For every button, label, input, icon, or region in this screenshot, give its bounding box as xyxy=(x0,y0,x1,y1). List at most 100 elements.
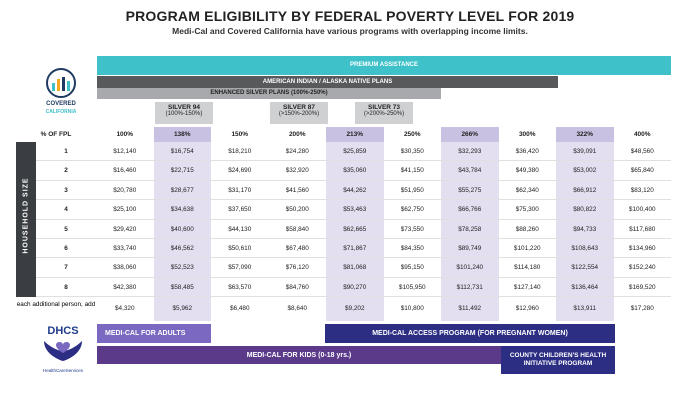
table-cell: $18,210 xyxy=(211,142,269,162)
col-header: 266% xyxy=(441,127,499,142)
silver-87-box: SILVER 87 (>150%-200%) xyxy=(270,102,328,124)
household-size-cell: 5 xyxy=(36,220,96,239)
table-cell: $53,002 xyxy=(556,161,614,181)
table-cell: $39,091 xyxy=(556,142,614,162)
table-cell: $84,760 xyxy=(268,278,326,298)
col-header: 300% xyxy=(518,131,536,138)
premium-assistance-band: PREMIUM ASSISTANCE xyxy=(97,56,671,75)
table-cell: $57,090 xyxy=(211,258,269,278)
table-cell: $31,170 xyxy=(211,181,269,201)
table-cell: $12,140 xyxy=(96,142,154,162)
additional-cell: $11,492 xyxy=(441,297,499,321)
table-cell: $95,150 xyxy=(383,258,441,278)
table-cell: $25,100 xyxy=(96,200,154,220)
table-row: 2 $16,460 $22,715 $24,690 $32,920 $35,060 $41,… xyxy=(36,161,671,181)
table-cell: $46,562 xyxy=(153,239,211,259)
table-cell: $25,859 xyxy=(326,142,384,162)
table-cell: $41,150 xyxy=(383,161,441,181)
page-subtitle: Medi-Cal and Covered California have var… xyxy=(172,26,528,36)
logo-circle-icon xyxy=(46,68,76,98)
dhcs-tagline: HealthCareServices xyxy=(42,368,84,373)
logo-word-covered: COVERED xyxy=(46,101,76,107)
table-cell: $136,464 xyxy=(556,277,614,298)
table-cell: $80,822 xyxy=(556,200,614,220)
table-cell: $40,600 xyxy=(153,219,211,239)
table-cell: $94,733 xyxy=(556,219,614,239)
silver-73-range: (>200%-250%) xyxy=(363,111,405,117)
table-cell: $105,950 xyxy=(383,278,441,298)
table-cell: $89,749 xyxy=(441,239,499,259)
dhcs-logo: DHCS HealthCareServices xyxy=(38,325,88,375)
table-cell: $35,060 xyxy=(326,161,384,181)
table-cell: $33,740 xyxy=(96,239,154,259)
table-cell: $16,460 xyxy=(96,161,154,181)
table-cell: $101,240 xyxy=(441,258,499,278)
covered-california-logo: COVERED CALIFORNIA xyxy=(38,68,84,124)
silver-87-name: SILVER 87 xyxy=(282,104,316,111)
table-cell: $76,120 xyxy=(268,258,326,278)
table-row: 6 $33,740 $46,562 $50,610 $67,480 $71,867 $84,… xyxy=(36,239,671,259)
table-cell: $127,140 xyxy=(498,278,556,298)
col-header: 150% xyxy=(231,131,249,138)
silver-73-name: SILVER 73 xyxy=(367,104,401,111)
silver-73-box: SILVER 73 (>200%-250%) xyxy=(355,102,413,124)
table-cell: $101,220 xyxy=(498,239,556,259)
additional-cell: $4,320 xyxy=(114,305,135,312)
table-cell: $52,523 xyxy=(153,258,211,278)
table-cell: $114,180 xyxy=(498,258,556,278)
table-cell: $55,275 xyxy=(441,180,499,201)
household-size-cell: 4 xyxy=(36,200,96,220)
silver-87-range: (>150%-200%) xyxy=(278,111,320,117)
table-cell: $62,340 xyxy=(498,181,556,201)
dhcs-name: DHCS xyxy=(47,325,79,337)
table-cell: $108,643 xyxy=(556,239,614,259)
table-cell: $42,380 xyxy=(96,278,154,298)
col-header: 322% xyxy=(556,127,614,142)
table-cell: $75,300 xyxy=(498,200,556,220)
additional-cell: $9,202 xyxy=(326,297,384,321)
silver-94-range: (100%-150%) xyxy=(165,111,203,117)
household-size-cell: 6 xyxy=(36,239,96,259)
table-cell: $63,570 xyxy=(211,278,269,298)
table-cell: $90,270 xyxy=(326,277,384,298)
enhanced-silver-band: ENHANCED SILVER PLANS (100%-250%) xyxy=(97,88,441,99)
table-cell: $22,715 xyxy=(153,161,211,181)
table-cell: $66,912 xyxy=(556,180,614,201)
additional-cell: $13,911 xyxy=(556,297,614,321)
table-cell: $32,920 xyxy=(268,161,326,181)
logo-bars-icon xyxy=(52,77,70,91)
table-cell: $78,258 xyxy=(441,219,499,239)
medi-cal-adults-bar: MEDI-CAL FOR ADULTS xyxy=(97,324,211,343)
additional-cell: $17,280 xyxy=(630,305,654,312)
table-cell: $16,754 xyxy=(153,142,211,162)
household-size-label: HOUSEHOLD SIZE xyxy=(22,177,30,254)
household-size-cell: 1 xyxy=(36,142,96,162)
household-size-cell: 3 xyxy=(36,181,96,201)
table-cell: $122,554 xyxy=(556,258,614,278)
table-cell: $112,731 xyxy=(441,277,499,298)
household-size-cell: 7 xyxy=(36,258,96,278)
table-cell: $83,120 xyxy=(613,181,671,201)
table-cell: $88,260 xyxy=(498,220,556,239)
access-program-bar: MEDI-CAL ACCESS PROGRAM (FOR PREGNANT WO… xyxy=(325,324,615,343)
col-header: 200% xyxy=(288,131,306,138)
table-cell: $30,350 xyxy=(383,142,441,162)
silver-94-name: SILVER 94 xyxy=(167,104,201,111)
table-cell: $24,280 xyxy=(268,142,326,162)
table-cell: $50,200 xyxy=(268,200,326,220)
silver-94-box: SILVER 94 (100%-150%) xyxy=(155,102,213,124)
col-header: 250% xyxy=(403,131,421,138)
table-cell: $62,665 xyxy=(326,219,384,239)
table-cell: $134,960 xyxy=(613,239,671,259)
fpl-table: % OF FPL 100% 138% 150% 200% 213% 250% 2… xyxy=(16,127,671,321)
medi-cal-kids-bar: MEDI-CAL FOR KIDS (0-18 yrs.) xyxy=(97,346,501,364)
table-cell: $24,690 xyxy=(211,161,269,181)
table-header-row: % OF FPL 100% 138% 150% 200% 213% 250% 2… xyxy=(16,127,671,142)
table-cell: $44,130 xyxy=(211,220,269,239)
table-cell: $49,380 xyxy=(498,161,556,181)
table-row: 8 $42,380 $58,485 $63,570 $84,760 $90,270 $105… xyxy=(36,277,671,298)
table-cell: $41,560 xyxy=(268,181,326,201)
col-header: 100% xyxy=(116,131,134,138)
table-cell: $84,350 xyxy=(383,239,441,259)
table-cell: $43,784 xyxy=(441,161,499,181)
